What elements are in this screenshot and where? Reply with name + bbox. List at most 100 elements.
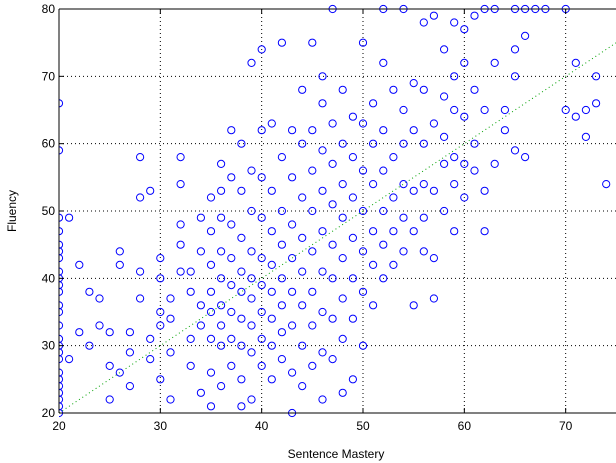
data-point	[450, 72, 459, 81]
data-point	[217, 341, 226, 350]
data-point	[267, 186, 276, 195]
y-axis-label: Fluency	[5, 190, 19, 232]
data-point	[186, 361, 195, 370]
data-point	[277, 328, 286, 337]
data-point	[581, 105, 591, 115]
data-point	[358, 166, 368, 175]
data-point	[206, 334, 216, 343]
data-point	[277, 38, 286, 47]
data-point	[206, 307, 216, 317]
data-point	[480, 105, 489, 115]
data-point	[277, 355, 286, 364]
data-point	[318, 72, 327, 81]
data-point	[298, 341, 307, 350]
data-point	[450, 153, 459, 162]
data-point	[176, 240, 185, 249]
data-point	[369, 301, 378, 310]
data-point	[227, 334, 236, 343]
data-point	[136, 294, 145, 303]
data-point	[217, 159, 226, 168]
data-point	[196, 213, 205, 222]
data-point	[206, 287, 216, 296]
data-point	[500, 126, 509, 135]
data-point	[409, 126, 418, 135]
data-point	[288, 126, 297, 135]
data-point	[480, 186, 489, 195]
data-point	[156, 375, 165, 384]
y-tick-label: 50	[42, 204, 56, 218]
data-point	[288, 254, 297, 263]
data-point	[500, 105, 509, 115]
y-tick-label: 80	[42, 2, 56, 16]
tick-layer: 2030405060708020304050607080	[42, 2, 573, 433]
data-point	[257, 281, 266, 290]
data-point	[369, 180, 378, 189]
data-point	[429, 254, 438, 263]
data-point	[196, 301, 205, 310]
data-point	[379, 240, 388, 249]
data-point	[409, 186, 418, 195]
data-point	[399, 139, 408, 148]
data-point	[429, 294, 438, 303]
data-point	[450, 180, 459, 189]
data-point	[460, 58, 469, 68]
data-point	[409, 79, 418, 88]
data-point	[308, 38, 317, 47]
data-point	[440, 159, 449, 168]
data-point	[308, 166, 317, 175]
data-point	[298, 193, 307, 202]
data-point	[298, 85, 307, 94]
data-point	[369, 227, 378, 236]
data-point	[166, 294, 175, 303]
x-tick-label: 50	[356, 419, 370, 433]
data-point	[115, 260, 124, 269]
data-point	[510, 146, 520, 155]
data-point	[581, 132, 591, 141]
data-point	[338, 388, 347, 397]
data-point	[227, 254, 236, 263]
data-point	[166, 348, 175, 357]
data-point	[288, 173, 297, 182]
data-point	[440, 92, 449, 101]
data-point	[206, 260, 216, 269]
data-point	[227, 126, 236, 135]
data-point	[95, 321, 104, 330]
data-point	[318, 307, 327, 317]
data-point	[267, 227, 276, 236]
data-point	[338, 180, 347, 189]
data-point	[186, 334, 195, 343]
data-point	[267, 314, 276, 323]
data-point	[348, 112, 357, 121]
data-point	[318, 99, 327, 108]
data-point	[419, 85, 428, 94]
data-point	[338, 254, 347, 263]
data-point	[267, 341, 276, 350]
data-point	[429, 11, 438, 20]
data-point	[247, 58, 256, 68]
grid-layer	[59, 9, 616, 413]
data-point	[298, 139, 307, 148]
data-point	[217, 274, 226, 283]
data-point	[318, 267, 327, 276]
data-point	[348, 375, 357, 384]
data-point	[288, 287, 297, 296]
data-point	[358, 287, 368, 296]
data-point	[156, 254, 165, 263]
data-point	[156, 307, 165, 317]
data-point	[136, 153, 145, 162]
y-tick-label: 70	[42, 69, 56, 83]
data-point	[146, 334, 155, 343]
data-point	[318, 395, 327, 404]
data-point	[399, 105, 408, 115]
y-tick-label: 20	[42, 406, 56, 420]
data-point	[277, 153, 286, 162]
data-point	[399, 213, 408, 222]
data-point	[257, 173, 266, 182]
data-point	[308, 247, 317, 256]
data-point	[338, 139, 347, 148]
data-point	[267, 119, 276, 128]
data-point	[450, 105, 459, 115]
data-point	[592, 99, 601, 108]
data-point	[510, 72, 520, 81]
